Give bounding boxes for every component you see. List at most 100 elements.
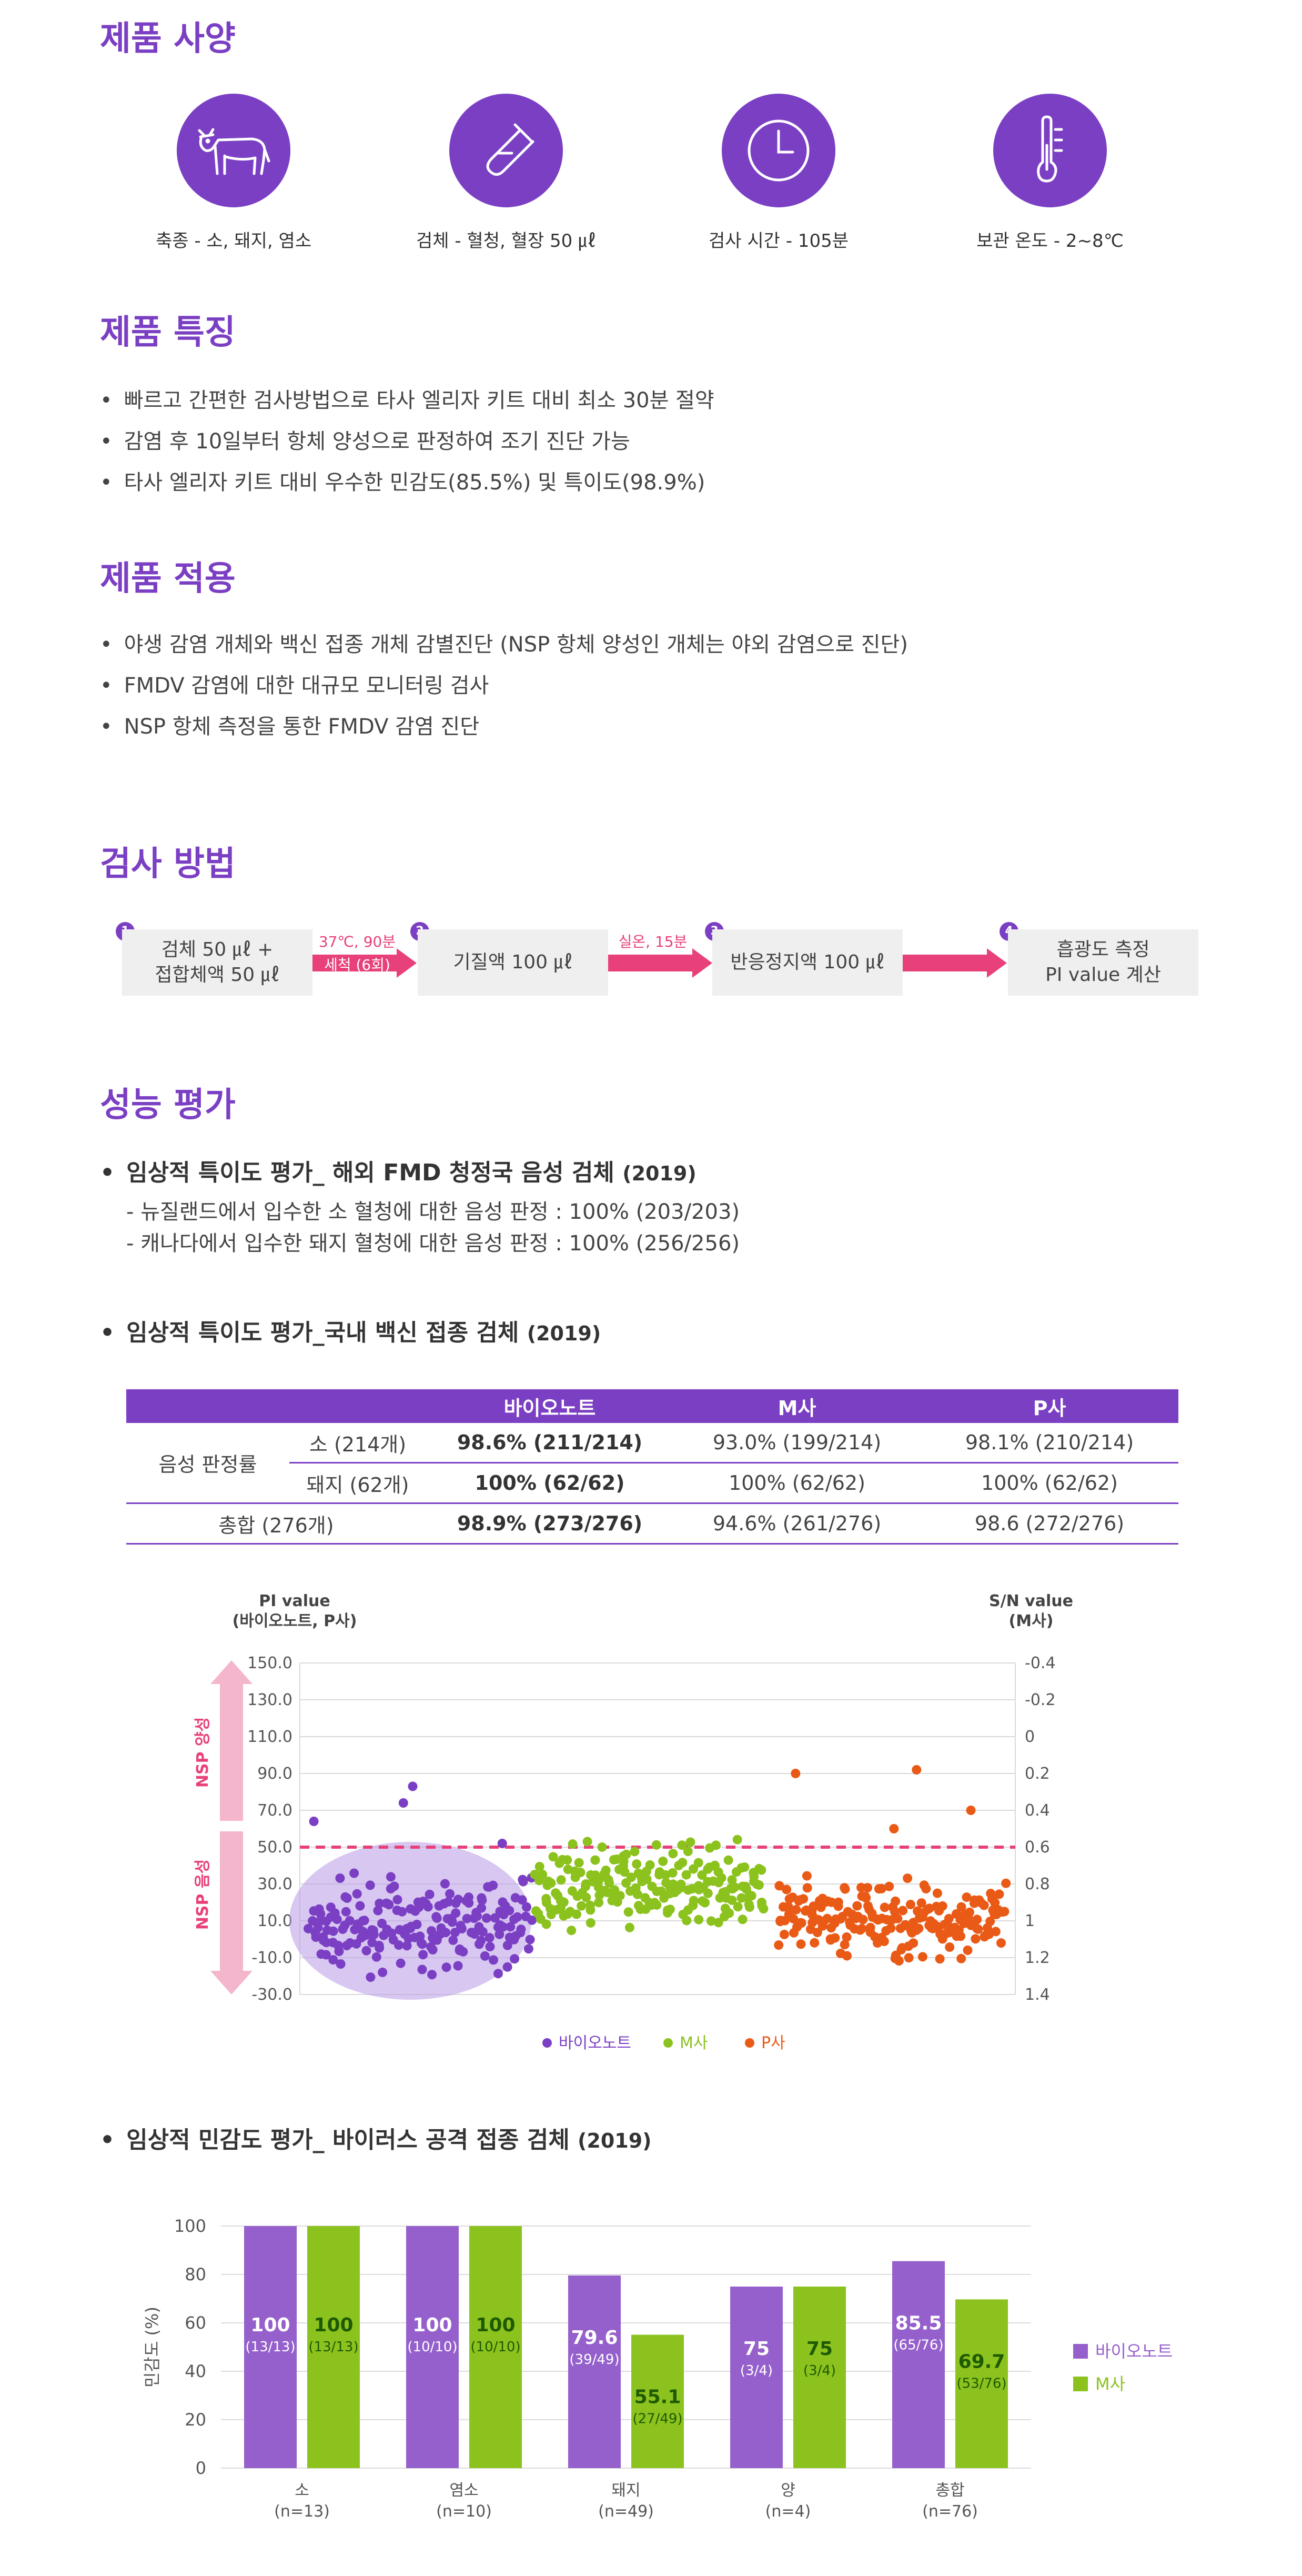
step-2-line1: 기질액 100 ㎕	[453, 951, 573, 973]
list-item: FMDV 감염에 대한 대규모 모니터링 검사	[100, 665, 908, 706]
data-point	[482, 1913, 491, 1923]
data-point	[840, 1883, 850, 1893]
x-tick-sublabel: (n=4)	[765, 2502, 811, 2521]
data-point	[441, 1962, 451, 1972]
legend-marker	[663, 2038, 673, 2048]
data-point	[904, 1953, 914, 1963]
data-point	[457, 1924, 467, 1933]
data-point	[676, 1879, 686, 1889]
data-point	[412, 1919, 422, 1929]
data-point	[857, 1923, 867, 1933]
data-point	[623, 1907, 633, 1917]
y-left-tick-label: 70.0	[257, 1801, 292, 1820]
data-point	[668, 1849, 678, 1859]
data-point	[478, 1927, 488, 1937]
legend-label: M사	[1095, 2374, 1125, 2394]
data-point	[304, 1923, 313, 1933]
data-point	[392, 1895, 402, 1905]
data-point	[791, 1905, 801, 1915]
data-point	[632, 1889, 642, 1899]
data-point	[774, 1881, 784, 1891]
data-point	[900, 1920, 910, 1930]
legend-marker	[745, 2038, 754, 2048]
data-point	[1001, 1878, 1011, 1888]
y-right-tick-label: 0	[1025, 1728, 1035, 1746]
y-tick-label: 20	[185, 2410, 206, 2430]
y-left-tick-label: 50.0	[257, 1838, 292, 1857]
data-point	[683, 1847, 693, 1856]
data-point	[937, 1901, 947, 1911]
data-point	[585, 1900, 595, 1910]
table-cell: 98.1% (210/214)	[921, 1423, 1178, 1464]
data-point	[574, 1858, 584, 1868]
step-1: 검체 50 ㎕ + 접합체액 50 ㎕	[122, 929, 312, 996]
data-point	[621, 1849, 631, 1859]
data-point	[417, 1964, 427, 1974]
data-point	[389, 1881, 399, 1891]
data-point	[586, 1918, 596, 1928]
arrow-1-bottom-label: 세척 (6회)	[324, 956, 390, 974]
data-point	[779, 1929, 789, 1939]
legend-marker	[1073, 2344, 1088, 2359]
data-point	[480, 1951, 490, 1961]
spec-overseas-line-1: - 뉴질랜드에서 입수한 소 혈청에 대한 음성 판정 : 100% (203/…	[126, 1200, 740, 1224]
data-point	[833, 1901, 843, 1911]
data-point	[488, 1880, 498, 1890]
data-point	[994, 1889, 1004, 1899]
table-cell: 100% (62/62)	[426, 1462, 673, 1504]
data-point	[485, 1933, 494, 1943]
data-point	[321, 1950, 331, 1960]
legend-label: M사	[680, 2034, 708, 2052]
y-right-tick-label: 1	[1025, 1912, 1035, 1930]
data-point	[386, 1872, 396, 1882]
y-tick-label: 0	[196, 2458, 206, 2478]
application-title: 제품 적용	[100, 559, 236, 598]
data-point	[626, 1872, 636, 1882]
data-point	[678, 1858, 688, 1868]
data-point	[965, 1907, 974, 1917]
data-point	[375, 1898, 385, 1908]
data-point	[489, 1955, 498, 1965]
data-point	[732, 1835, 742, 1845]
data-point	[345, 1916, 355, 1926]
data-point	[966, 1806, 976, 1815]
data-point	[742, 1885, 751, 1895]
data-point	[697, 1870, 707, 1880]
data-point	[724, 1908, 734, 1918]
data-point	[615, 1891, 625, 1901]
data-point	[502, 1962, 512, 1972]
bar	[892, 2261, 945, 2468]
step-4-line1: 흡광도 측정	[1056, 939, 1150, 960]
bar-count-label: (10/10)	[407, 2339, 457, 2355]
data-point	[563, 1909, 573, 1919]
data-point	[733, 1902, 743, 1912]
data-point	[711, 1840, 721, 1850]
data-point	[682, 1916, 692, 1926]
specificity-table: 바이오노트 M사 P사 음성 판정률 소 (214개) 98.6% (211/2…	[126, 1389, 1178, 1545]
data-point	[746, 1891, 756, 1901]
data-point	[909, 1938, 919, 1948]
bar	[568, 2275, 621, 2468]
data-point	[577, 1901, 587, 1911]
data-point	[408, 1781, 418, 1791]
x-tick-sublabel: (n=49)	[598, 2502, 654, 2521]
data-point	[427, 1970, 437, 1980]
table-cell: 98.6% (211/214)	[426, 1423, 673, 1464]
data-point	[685, 1837, 695, 1847]
legend-label: P사	[761, 2034, 785, 2052]
data-point	[546, 1878, 556, 1888]
data-point	[876, 1883, 886, 1893]
table-header	[126, 1389, 289, 1423]
data-point	[665, 1905, 675, 1915]
spec-item-storage: 보관 온도 - 2~8℃	[945, 94, 1155, 252]
data-point	[440, 1879, 450, 1889]
data-point	[562, 1855, 572, 1865]
bar-count-label: (13/13)	[308, 2339, 358, 2355]
data-point	[453, 1895, 463, 1905]
y-left-tick-label: 10.0	[257, 1912, 292, 1930]
data-point	[782, 1885, 792, 1895]
data-point	[791, 1769, 801, 1778]
spec-title: 제품 사양	[100, 19, 236, 58]
data-point	[423, 1902, 433, 1912]
data-point	[740, 1862, 750, 1872]
